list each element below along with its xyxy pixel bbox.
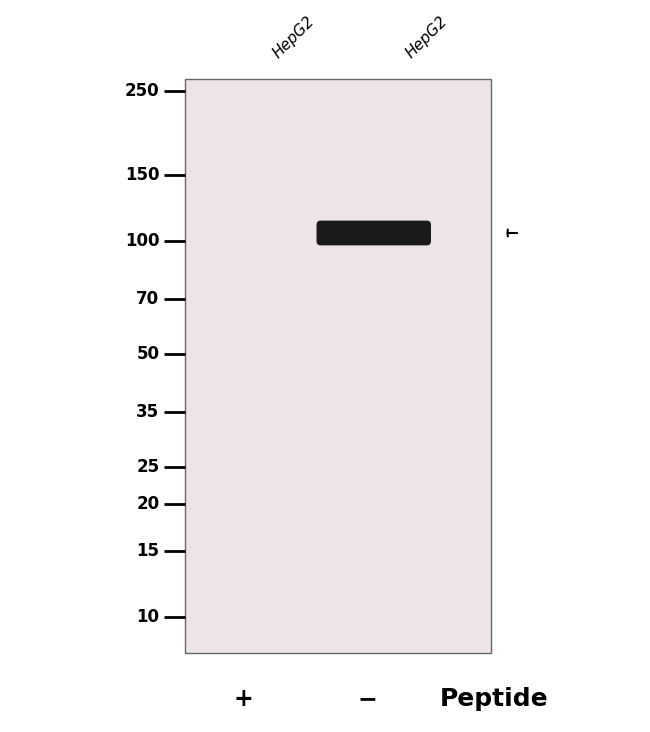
Text: −: − [358, 687, 377, 712]
Text: 10: 10 [136, 608, 159, 626]
Text: 25: 25 [136, 458, 159, 477]
Text: 100: 100 [125, 232, 159, 250]
Text: HepG2: HepG2 [270, 13, 317, 61]
Text: 150: 150 [125, 165, 159, 184]
Bar [185, 79, 491, 653]
FancyBboxPatch shape [317, 221, 430, 244]
Text: Peptide: Peptide [439, 687, 549, 712]
Text: 250: 250 [125, 83, 159, 100]
Text: +: + [234, 687, 254, 712]
Text: 50: 50 [136, 345, 159, 363]
Text: 70: 70 [136, 290, 159, 308]
Text: 20: 20 [136, 495, 159, 512]
Text: 35: 35 [136, 403, 159, 422]
Text: 15: 15 [136, 542, 159, 559]
Text: HepG2: HepG2 [403, 13, 450, 61]
